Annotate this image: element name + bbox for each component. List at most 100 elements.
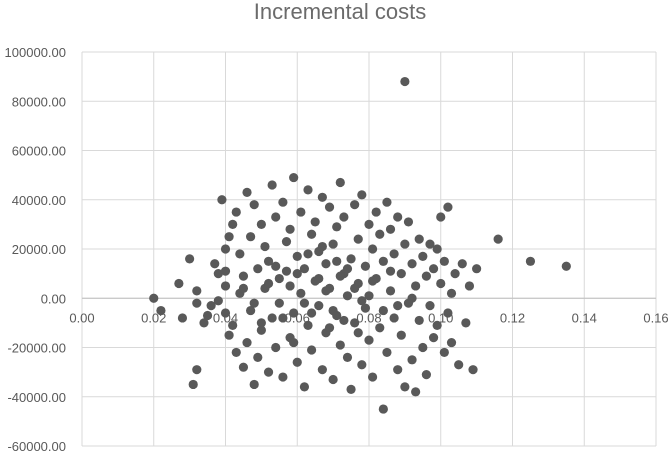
data-point [278,197,288,207]
data-point [357,360,367,370]
data-point [428,333,439,343]
data-point [411,281,421,291]
data-point [339,212,349,222]
data-point [367,244,378,254]
data-point [472,264,482,274]
data-point [242,337,252,348]
data-point [220,266,231,276]
data-point [353,328,363,338]
data-point [400,382,410,392]
data-point [238,283,249,293]
data-point [231,347,241,358]
data-point [246,232,256,242]
data-point [192,298,202,308]
data-point [454,360,464,370]
data-point [317,192,327,202]
data-point [253,352,263,362]
data-point [346,254,356,264]
data-point [364,291,374,301]
data-point [246,305,256,316]
data-point [188,379,198,390]
data-point [289,337,299,348]
data-point [314,301,324,311]
data-point [342,264,353,274]
data-point [393,365,403,375]
data-point [177,313,188,323]
data-point [249,200,259,210]
data-point [464,281,475,291]
data-point [411,387,421,397]
data-point [228,320,238,330]
data-point [228,219,238,229]
data-point [360,303,371,313]
data-point [256,219,266,229]
data-point [335,340,345,350]
x-tick-label: 0.04 [213,310,238,325]
data-point [367,372,378,382]
data-point [389,313,399,323]
data-point [432,320,442,330]
y-tick-label: 80000.00 [12,94,66,109]
data-point [278,372,288,382]
data-point [307,229,317,239]
data-point [324,202,335,212]
data-point [235,249,245,259]
data-point [314,273,324,284]
data-point [206,301,216,311]
data-point [253,264,263,274]
data-point [185,254,195,264]
data-point [299,264,310,274]
data-point [418,251,428,261]
data-point [439,347,449,358]
data-point [407,293,417,303]
data-point [238,271,249,281]
data-point [289,308,299,318]
x-axis-tick-labels: 0.00 0.02 0.04 0.06 0.08 0.10 0.12 0.14 0.16 [69,310,668,325]
data-point [385,266,396,276]
data-point [335,177,345,188]
data-point [263,367,274,377]
data-point [220,308,231,318]
y-tick-label: 60000.00 [12,144,66,159]
data-point [446,288,457,298]
data-point [385,224,396,234]
data-point [432,244,442,254]
data-point [263,256,274,266]
data-point [389,249,399,259]
data-point [332,256,342,266]
y-tick-label: 100000.00 [5,45,66,60]
data-point [375,323,385,333]
data-point [249,298,259,308]
y-tick-label: 0.00 [41,291,66,306]
data-point [292,269,302,279]
data-point [436,278,446,289]
data-point [285,281,295,291]
data-point [224,232,234,242]
data-point [393,301,403,311]
data-point [328,305,338,316]
x-tick-label: 0.08 [356,310,381,325]
data-point [425,239,435,249]
data-point [267,313,277,323]
data-point [342,291,353,301]
data-point [350,200,360,210]
data-point [156,305,166,316]
data-point [375,229,385,239]
data-point [303,320,313,330]
data-point [468,365,478,375]
data-point [289,172,299,183]
data-point [421,369,431,380]
data-point [303,185,313,195]
data-points [149,76,571,414]
data-point [450,269,460,279]
data-point [353,234,363,244]
data-point [174,278,184,289]
data-point [256,325,266,335]
data-point [192,286,202,296]
data-point [446,337,457,348]
data-point [299,298,310,308]
data-point [357,190,367,200]
data-point [335,271,345,281]
data-point [271,261,281,271]
